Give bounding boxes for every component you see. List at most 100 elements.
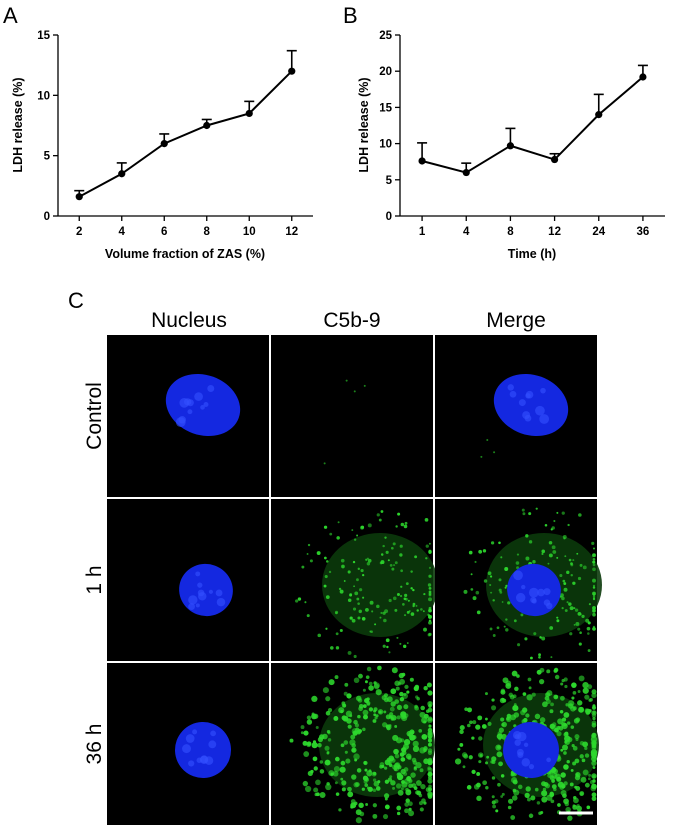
- c5b9-granule: [515, 561, 520, 565]
- c5b9-granule: [427, 690, 433, 696]
- c5b9-granule: [490, 591, 493, 594]
- nucleus-texture: [216, 597, 226, 607]
- c5b9-granule: [403, 597, 407, 601]
- c5b9-granule: [473, 784, 480, 790]
- c5b9-granule: [334, 781, 338, 785]
- c5b9-granule: [591, 692, 597, 699]
- c5b9-granule: [400, 522, 405, 527]
- c5b9-granule: [425, 557, 428, 560]
- c5b9-granule: [422, 610, 425, 613]
- c5b9-granule: [392, 596, 397, 601]
- chart-a-point: [203, 121, 211, 130]
- c5b9-granule: [341, 564, 345, 569]
- c5b9-granule: [474, 560, 477, 563]
- c5b9-granule: [351, 728, 358, 735]
- c5b9-granule: [485, 785, 489, 790]
- c5b9-granule: [406, 642, 409, 644]
- c5b9-granule: [352, 607, 357, 611]
- c5b9-granule: [549, 723, 556, 730]
- c5b9-granule: [560, 682, 564, 686]
- c5b9-granule: [404, 684, 409, 689]
- c5b9-granule: [582, 687, 589, 694]
- nucleus-texture: [197, 589, 205, 597]
- c5b9-granule: [532, 560, 536, 564]
- c5b9-granule: [592, 547, 596, 550]
- c5b9-granule: [372, 771, 377, 776]
- c5b9-granule: [581, 758, 586, 763]
- c5b9-granule: [363, 384, 366, 387]
- c5b9-granule: [361, 787, 365, 791]
- c5b9-granule: [311, 742, 318, 749]
- c5b9-granule: [415, 780, 422, 786]
- c5b9-granule: [556, 619, 560, 623]
- c5b9-granule: [498, 727, 504, 733]
- c5b9-granule: [367, 558, 372, 563]
- c5b9-granule: [582, 681, 589, 689]
- nucleus-texture: [192, 729, 198, 735]
- c5b9-granule: [590, 785, 597, 792]
- c5b9-granule: [464, 707, 468, 711]
- c5b9-granule: [327, 731, 331, 735]
- c5b9-granule: [592, 732, 596, 737]
- c5b9-granule: [349, 593, 353, 597]
- c5b9-granule: [354, 758, 358, 762]
- c5b9-granule: [307, 543, 311, 547]
- c5b9-granule: [362, 704, 367, 708]
- c5b9-granule: [407, 755, 412, 760]
- c5b9-granule: [511, 670, 518, 677]
- c5b9-granule: [459, 743, 464, 747]
- c5b9-granule: [340, 777, 344, 781]
- c5b9-granule: [501, 601, 504, 603]
- c5b9-granule: [525, 556, 530, 561]
- c5b9-granule: [414, 705, 420, 711]
- c5b9-granule: [427, 583, 432, 587]
- c5b9-granule: [476, 610, 481, 615]
- c5b9-granule: [505, 716, 512, 722]
- c5b9-granule: [303, 730, 309, 736]
- c5b9-granule: [547, 562, 550, 565]
- c5b9-granule: [561, 679, 565, 683]
- c5b9-granule: [390, 715, 397, 721]
- nucleus-texture: [204, 756, 214, 765]
- c5b9-granule: [504, 586, 507, 589]
- c5b9-granule: [522, 512, 526, 516]
- c5b9-granule: [370, 630, 373, 633]
- c5b9-granule: [494, 799, 499, 804]
- c5b9-granule: [346, 693, 352, 699]
- c5b9-granule: [405, 582, 409, 586]
- c5b9-granule: [325, 710, 331, 716]
- c5b9-granule: [297, 597, 302, 601]
- c5b9-granule: [390, 701, 396, 707]
- c5b9-granule: [317, 633, 322, 638]
- c5b9-granule: [386, 645, 389, 649]
- chart-b-x-title: Time (h): [508, 247, 556, 261]
- chart-a-y-title: LDH release (%): [11, 77, 25, 172]
- chart-b-x-tick-label: 36: [637, 226, 650, 238]
- c5b9-granule: [563, 712, 570, 718]
- c5b9-granule: [577, 690, 581, 693]
- c5b9-granule: [389, 712, 394, 717]
- c5b9-granule: [428, 566, 432, 569]
- c5b9-granule: [423, 746, 428, 751]
- c5b9-granule: [525, 534, 529, 538]
- c5b9-granule: [468, 755, 473, 760]
- c5b9-granule: [338, 707, 345, 714]
- c5b9-granule: [528, 813, 534, 819]
- c5b9-granule: [561, 717, 567, 722]
- chart-b-series: [417, 64, 648, 177]
- nucleus-texture: [518, 399, 526, 407]
- c5b9-granule: [572, 559, 575, 562]
- c5b9-granule: [339, 628, 343, 633]
- c5b9-granule: [364, 783, 369, 787]
- c5b9-granule: [382, 813, 389, 820]
- c5b9-granule: [592, 779, 596, 784]
- c5b9-granule: [401, 757, 406, 762]
- c5b9-granule: [389, 563, 393, 567]
- c5b9-granule: [335, 792, 340, 796]
- c5b9-granule: [544, 523, 548, 527]
- c5b9-granule: [403, 614, 407, 617]
- c5b9-granule: [592, 595, 596, 598]
- c5b9-granule: [510, 773, 514, 777]
- c5b9-granule: [316, 551, 321, 556]
